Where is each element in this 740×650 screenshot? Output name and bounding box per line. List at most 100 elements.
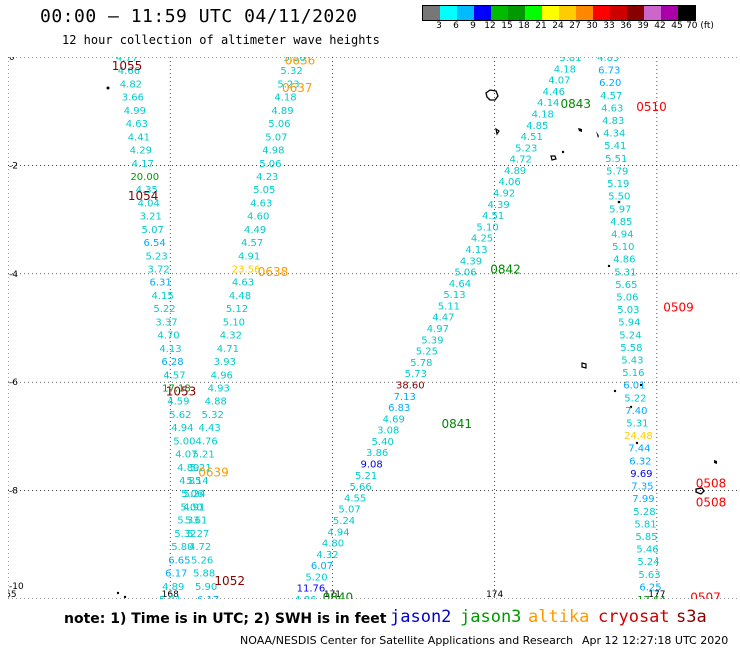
wave-height-value: 6.01 — [623, 381, 645, 392]
wave-height-value: 4.97 — [427, 324, 449, 335]
wave-height-value: 5.10 — [476, 222, 498, 233]
units-note: note: 1) Time is in UTC; 2) SWH is in fe… — [64, 611, 387, 627]
wave-height-value: 5.33 — [177, 516, 199, 527]
wave-height-value: 4.43 — [199, 423, 221, 434]
wave-height-value: 5.22 — [624, 393, 646, 404]
wave-height-value: 5.06 — [268, 119, 290, 130]
longitude-tick-label: 174 — [486, 590, 503, 599]
wave-height-value: 7.13 — [394, 392, 416, 403]
island — [695, 487, 705, 495]
wave-height-value: 4.07 — [175, 450, 197, 461]
wave-height-value: 4.71 — [217, 344, 239, 355]
map-canvas[interactable]: 165 168 171 174 177 0 -2 -4 -6 -8 -10 4.77 4.66 4.82… — [0, 53, 738, 618]
wave-height-value: 5.27 — [187, 529, 209, 540]
wave-height-value: 5.31 — [614, 267, 636, 278]
pass-time-label: 0637 — [282, 81, 313, 95]
wave-height-value: 5.24 — [183, 489, 205, 500]
wave-height-value: 7.99 — [632, 494, 654, 505]
wave-height-value: 3.93 — [214, 357, 236, 368]
latitude-tick-label: -8 — [9, 487, 18, 497]
wave-height-value: 5.07 — [338, 505, 360, 516]
pass-time-label: 0639 — [198, 466, 229, 480]
wave-height-value: 4.07 — [548, 76, 570, 87]
island — [485, 89, 499, 101]
wave-height-value: 6.54 — [144, 238, 166, 249]
wave-height-value: 4.99 — [124, 106, 146, 117]
color-scale-label: 21 — [535, 21, 547, 31]
island — [617, 200, 621, 204]
wave-height-value: 5.06 — [454, 268, 476, 279]
wave-height-value: 4.48 — [229, 291, 251, 302]
wave-height-value: 5.25 — [416, 347, 438, 358]
wave-height-value: 4.39 — [487, 200, 509, 211]
wave-height-value: 4.66 — [118, 66, 140, 77]
color-swatch — [661, 6, 678, 20]
color-swatch — [593, 6, 610, 20]
wave-height-value: 5.91 — [159, 595, 181, 599]
pass-time-label: 0508 — [696, 495, 727, 509]
island — [116, 591, 120, 595]
wave-height-value: 5.06 — [181, 489, 203, 500]
wave-height-value: 4.29 — [130, 146, 152, 157]
wave-height-value: 4.91 — [183, 502, 205, 513]
color-scale-label: 12 — [484, 21, 496, 31]
wave-height-value: 4.18 — [554, 64, 576, 75]
wave-height-value: 5.32 — [202, 410, 224, 421]
wave-height-value: 6.83 — [388, 403, 410, 414]
wave-height-map[interactable]: 165 168 171 174 177 0 -2 -4 -6 -8 -10 4.77 4.66 4.82… — [0, 53, 738, 618]
wave-height-value: 6.17 — [197, 595, 219, 599]
wave-height-value: 4.77 — [116, 57, 138, 64]
color-swatch — [508, 6, 525, 20]
pass-time-label: 0843 — [561, 97, 592, 111]
wave-height-value: 5.12 — [226, 304, 248, 315]
wave-height-value: 3.81 — [559, 57, 581, 64]
wave-height-value: 5.11 — [438, 301, 460, 312]
pass-time-label: 0509 — [663, 300, 694, 314]
latitude-tick-label: -2 — [9, 161, 18, 171]
wave-height-value: 4.14 — [537, 98, 559, 109]
color-swatch — [423, 6, 440, 20]
wave-height-value: 4.82 — [120, 79, 142, 90]
wave-height-value: 5.24 — [333, 516, 355, 527]
wave-height-value: 4.39 — [460, 256, 482, 267]
wave-height-value: 5.23 — [277, 79, 299, 90]
wave-height-value: 5.63 — [638, 570, 660, 581]
wave-height-value: 5.58 — [620, 343, 642, 354]
wave-height-value: 5.88 — [193, 569, 215, 580]
pass-time-label: 1053 — [166, 384, 197, 398]
wave-height-value: 4.49 — [244, 225, 266, 236]
wave-height-value: 4.89 — [162, 582, 184, 593]
pass-labels: 1055 1054 1053 1052 0636 0637 0638 0639 0843 0842… — [112, 54, 727, 618]
pass-time-label: 0636 — [285, 57, 316, 68]
wave-height-value: 4.15 — [151, 291, 173, 302]
wave-height-value: 6.31 — [149, 278, 171, 289]
island — [578, 128, 582, 132]
wave-height-value: 5.32 — [280, 66, 302, 77]
island — [561, 150, 565, 154]
color-scale-bar — [422, 5, 696, 21]
wave-height-value: 5.23 — [515, 143, 537, 154]
wave-height-value: 4.63 — [232, 278, 254, 289]
wave-height-value: 5.80 — [171, 542, 193, 553]
wave-height-value: 6.32 — [629, 456, 651, 467]
wave-height-value: 4.47 — [432, 313, 454, 324]
island — [639, 383, 643, 387]
latitude-tick-label: -10 — [9, 582, 24, 592]
wave-height-value: 5.14 — [186, 476, 208, 487]
island — [714, 460, 717, 464]
color-scale-label: 3 — [436, 21, 442, 31]
wave-height-value: 5.21 — [189, 463, 211, 474]
wave-height-value: 4.98 — [262, 146, 284, 157]
pass-time-label: 0508 — [696, 476, 727, 490]
wave-height-value: 6.73 — [598, 66, 620, 77]
wave-height-value: 4.17 — [132, 159, 154, 170]
wave-height-value: 5.19 — [607, 179, 629, 190]
wave-height-value: 5.21 — [192, 450, 214, 461]
legend-altika: altika — [528, 607, 590, 627]
color-scale-label: 6 — [453, 21, 459, 31]
color-swatch — [678, 6, 695, 20]
wave-height-value: 5.24 — [637, 557, 659, 568]
wave-height-value: 4.57 — [600, 91, 622, 102]
wave-height-value: 4.86 — [613, 255, 635, 266]
wave-height-value: 3.66 — [122, 93, 144, 104]
